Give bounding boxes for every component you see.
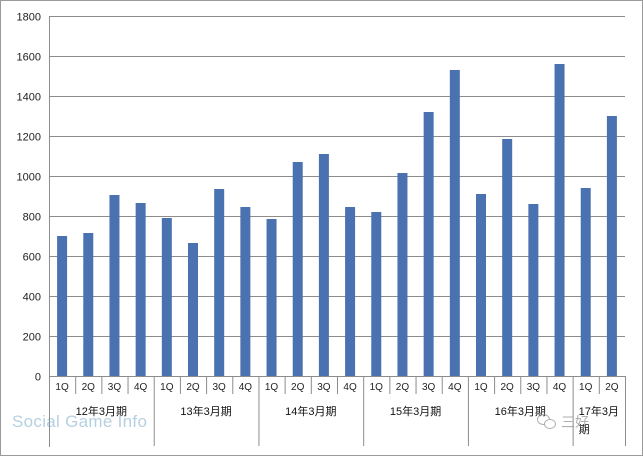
bar (188, 243, 198, 376)
x-tick-label: 1Q (579, 382, 593, 393)
gridlines (49, 16, 625, 377)
x-tick-label: 4Q (448, 382, 462, 393)
y-tick-label: 1800 (17, 12, 41, 24)
y-tick-label: 1600 (17, 52, 41, 64)
x-tick-label: 1Q (160, 382, 174, 393)
y-tick-label: 1200 (17, 132, 41, 144)
bar (502, 139, 513, 376)
y-tick-label: 800 (23, 212, 41, 224)
bar (371, 212, 382, 376)
x-tick-label: 4Q (239, 382, 253, 393)
wechat-watermark: 三好 (537, 412, 589, 432)
x-tick-label: 1Q (55, 382, 69, 393)
x-tick-label: 4Q (134, 382, 148, 393)
y-axis-ticks: 0 200 400 600 800 1000 1200 1400 1600 1800 (17, 12, 41, 384)
bar (318, 154, 329, 376)
bar (345, 207, 356, 376)
bar (266, 219, 277, 376)
wechat-watermark-text: 三好 (561, 415, 589, 431)
x-tick-label: 2Q (82, 382, 96, 393)
group-label: 16年3月期 (495, 404, 546, 418)
y-tick-label: 400 (23, 292, 41, 304)
group-label: 12年3月期 (76, 404, 127, 418)
y-tick-label: 600 (23, 252, 41, 264)
x-tick-label: 3Q (527, 382, 541, 393)
bar (292, 162, 303, 376)
bar (423, 112, 434, 376)
x-tick-label: 2Q (396, 382, 410, 393)
y-tick-label: 200 (23, 332, 41, 344)
watermark-text: Social Game Info (12, 412, 148, 431)
x-tick-label: 3Q (213, 382, 227, 393)
group-label-line: 17年3月 (579, 404, 619, 418)
x-tick-label: 3Q (422, 382, 436, 393)
x-tick-label: 2Q (186, 382, 200, 393)
x-tick-label: 1Q (370, 382, 384, 393)
bar (57, 236, 68, 376)
y-tick-label: 1000 (17, 172, 41, 184)
bar (214, 189, 225, 376)
bar (135, 203, 146, 376)
x-tick-label: 3Q (317, 382, 331, 393)
x-tick-label: 1Q (265, 382, 279, 393)
x-tick-label: 2Q (501, 382, 515, 393)
x-tick-label: 2Q (605, 382, 619, 393)
x-tick-label: 1Q (474, 382, 488, 393)
x-tick-label: 4Q (553, 382, 567, 393)
bar (554, 64, 565, 376)
x-axis: 1Q 2Q 3Q 4Q 1Q 2Q 3Q 4Q 1Q 2Q 3Q 4Q 1Q 2Q 3Q 4Q 1Q 2Q 3Q 4Q… (49, 16, 626, 447)
bar (397, 173, 408, 376)
bar (109, 195, 120, 376)
x-tick-label: 4Q (343, 382, 357, 393)
group-label: 17年3月期 (579, 404, 619, 436)
bar (449, 70, 460, 376)
group-label-line: 期 (579, 423, 590, 436)
bar (240, 207, 251, 376)
group-label: 13年3月期 (180, 404, 231, 418)
x-tick-label: 3Q (108, 382, 122, 393)
y-tick-label: 0 (35, 372, 41, 384)
group-label: 15年3月期 (390, 404, 441, 418)
bars (57, 64, 617, 376)
bar (606, 116, 617, 376)
bar (161, 218, 172, 376)
bar (580, 188, 591, 376)
x-tick-label: 2Q (291, 382, 305, 393)
bar (83, 233, 94, 376)
wechat-icon (537, 414, 557, 430)
y-tick-label: 1400 (17, 92, 41, 104)
group-label: 14年3月期 (285, 404, 336, 418)
bar (528, 204, 539, 376)
bar (476, 194, 486, 376)
